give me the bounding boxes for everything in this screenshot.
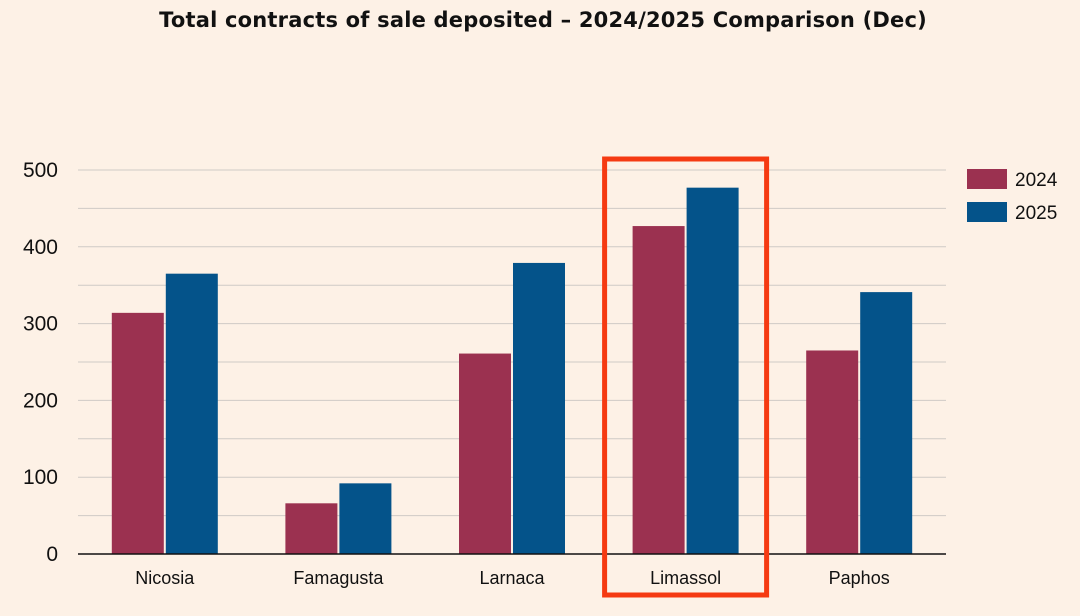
x-tick-label: Nicosia [135,568,195,588]
legend-label-2025: 2025 [1015,203,1057,224]
x-tick-label: Larnaca [479,568,545,588]
bar-larnaca-2025 [513,262,565,554]
bar-larnaca-2024 [459,353,511,554]
gridlines [78,169,946,517]
y-tick-label: 300 [23,313,58,336]
y-tick-label: 500 [23,159,58,182]
y-axis-ticks: 0 100 200 300 400 500 [23,159,58,566]
legend-swatch-2024 [967,169,1007,189]
x-axis-labels: Nicosia Famagusta Larnaca Limassol Paphos [135,568,889,588]
y-tick-label: 100 [23,466,58,489]
bar-paphos-2024 [806,350,859,554]
highlight-box [602,156,770,598]
bar-famagusta-2025 [339,483,392,554]
y-tick-label: 0 [46,543,58,566]
bar-famagusta-2024 [285,503,338,554]
bar-nicosia-2025 [165,273,218,554]
y-tick-label: 200 [23,389,58,412]
bar-limassol-2025 [686,187,739,554]
bars [111,187,913,554]
bar-limassol-2024 [632,226,685,554]
legend-label-2024: 2024 [1015,170,1058,191]
x-tick-label: Famagusta [293,568,384,588]
bar-paphos-2025 [860,292,913,554]
bar-nicosia-2024 [111,312,164,554]
chart-title: Total contracts of sale deposited – 2024… [159,8,927,32]
legend-swatch-2025 [967,202,1007,222]
x-tick-label: Limassol [650,568,721,588]
legend: 2024 2025 [967,169,1058,224]
x-tick-label: Paphos [829,568,890,588]
y-tick-label: 400 [23,236,58,259]
